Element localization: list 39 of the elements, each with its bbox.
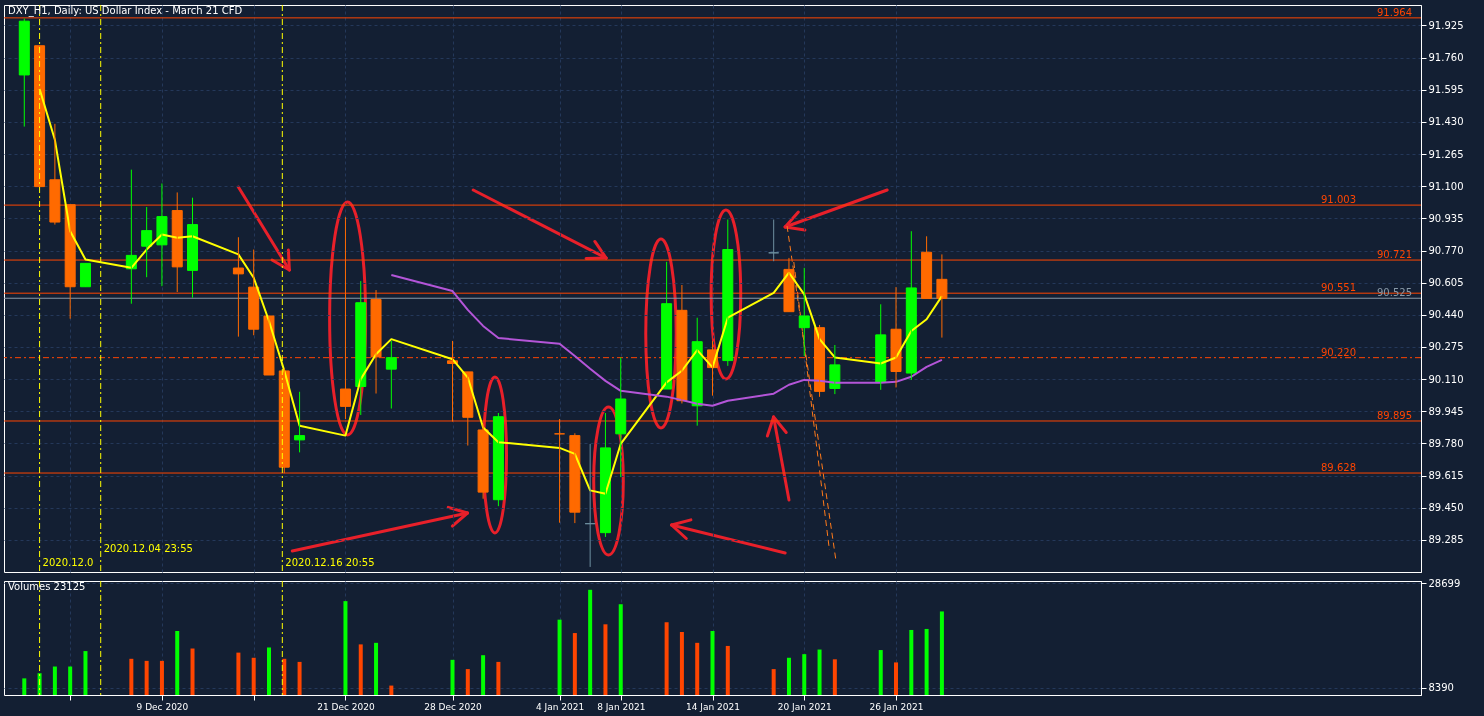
- ref-line-label: 91.964: [1377, 6, 1412, 18]
- chart-title: DXY_H1, Daily: US Dollar Index - March 21 CFD: [8, 5, 243, 17]
- y-tick-label: 89.945: [1428, 405, 1464, 417]
- ref-line-label: 90.551: [1321, 282, 1356, 294]
- y-tick-label: 90.440: [1428, 309, 1464, 321]
- y-tick-label: 91.595: [1428, 84, 1464, 96]
- x-tick-label: 9 Dec 2020: [136, 701, 189, 712]
- y-tick-label: 89.780: [1428, 437, 1464, 449]
- y-tick-label: 90.935: [1428, 212, 1464, 224]
- y-tick-label: 90.605: [1428, 277, 1464, 289]
- y-tick-label: 91.265: [1428, 148, 1464, 160]
- ref-line-label: 2020.12.0: [42, 557, 94, 568]
- ref-line-label: 91.003: [1321, 194, 1356, 206]
- y-tick-label: 91.925: [1428, 19, 1464, 31]
- y-tick-label: 91.100: [1428, 180, 1464, 192]
- x-tick-label: 21 Dec 2020: [317, 701, 375, 712]
- y-tick-label: 8390: [1428, 682, 1454, 694]
- y-tick-label: 28699: [1428, 577, 1461, 589]
- y-tick-label: 90.110: [1428, 373, 1464, 385]
- ref-line-label: 2020.12.04 23:55: [103, 543, 193, 554]
- y-tick-label: 91.430: [1428, 116, 1464, 128]
- ref-line-label: 90.721: [1377, 249, 1412, 261]
- x-tick-label: 8 Jan 2021: [597, 701, 646, 712]
- x-tick-label: 20 Jan 2021: [777, 701, 832, 712]
- x-tick-label: 28 Dec 2020: [424, 701, 483, 712]
- y-tick-label: 89.285: [1428, 534, 1464, 546]
- x-tick-label: 26 Jan 2021: [869, 701, 924, 712]
- y-tick-label: 89.615: [1428, 470, 1464, 482]
- y-tick-label: 90.770: [1428, 245, 1464, 257]
- ref-line-label: 89.628: [1321, 462, 1356, 474]
- x-tick-label: 14 Jan 2021: [686, 701, 740, 712]
- y-tick-label: 89.450: [1428, 502, 1464, 514]
- ref-line-label: 90.220: [1321, 346, 1356, 358]
- chart-title: Volumes 23125: [8, 581, 86, 592]
- x-tick-label: 4 Jan 2021: [535, 701, 585, 712]
- ref-line-label: 89.895: [1377, 409, 1412, 421]
- y-tick-label: 90.275: [1428, 341, 1464, 353]
- ref-line-label: 2020.12.16 20:55: [285, 557, 375, 568]
- y-tick-label: 91.760: [1428, 52, 1464, 64]
